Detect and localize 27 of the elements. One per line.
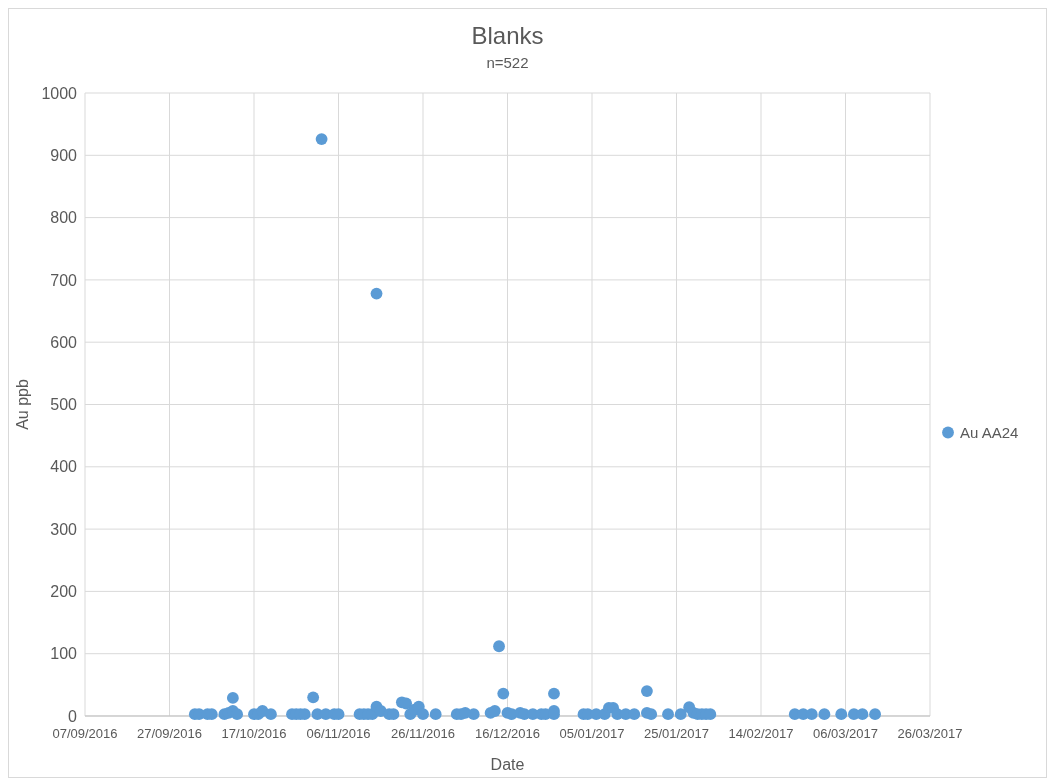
y-tick-label: 400 [50, 458, 78, 476]
x-axis-title: Date [490, 756, 525, 773]
x-tick-label: 14/02/2017 [728, 726, 794, 741]
y-tick-label: 200 [50, 583, 78, 600]
chart-title: Blanks [471, 22, 544, 49]
x-tick-label: 26/11/2016 [390, 726, 456, 741]
chart-subtitle: n=522 [486, 54, 529, 71]
x-tick-label: 17/10/2016 [221, 726, 287, 741]
y-tick-label: 1000 [41, 84, 78, 102]
y-tick-label: 800 [50, 209, 78, 227]
y-tick-label: 600 [50, 333, 78, 351]
y-tick-label: 100 [50, 645, 78, 663]
y-axis-title: Au ppb [14, 379, 31, 430]
y-tick-label: 300 [50, 520, 78, 538]
x-tick-label: 05/01/2017 [559, 726, 625, 741]
x-tick-label: 25/01/2017 [643, 726, 710, 741]
y-tick-label: 500 [50, 396, 78, 414]
x-tick-label: 26/03/2017 [897, 726, 963, 741]
x-tick-label: 06/11/2016 [306, 726, 371, 741]
legend-label: Au AA24 [960, 423, 1019, 441]
x-tick-label: 16/12/2016 [474, 726, 541, 741]
x-tick-label: 27/09/2016 [136, 726, 203, 741]
x-tick-label: 07/09/2016 [52, 726, 118, 741]
x-tick-label: 06/03/2017 [812, 726, 879, 741]
y-tick-label: 700 [50, 271, 78, 289]
y-tick-label: 0 [68, 707, 78, 725]
y-tick-label: 900 [50, 146, 78, 164]
